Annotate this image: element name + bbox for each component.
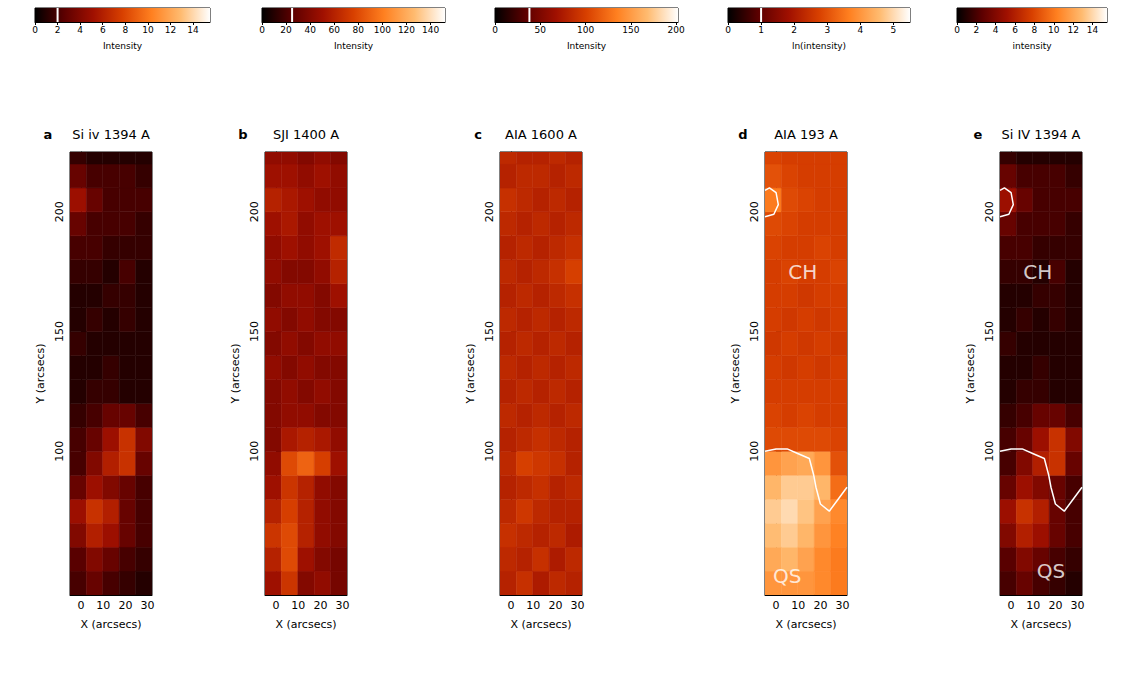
svg-text:100: 100 xyxy=(483,441,496,462)
svg-text:30: 30 xyxy=(571,599,585,612)
svg-text:40: 40 xyxy=(304,25,316,35)
svg-text:0: 0 xyxy=(1008,599,1015,612)
svg-text:6: 6 xyxy=(1012,25,1018,35)
svg-text:4: 4 xyxy=(77,25,83,35)
svg-text:1: 1 xyxy=(758,25,764,35)
svg-text:b: b xyxy=(238,127,247,142)
svg-text:20: 20 xyxy=(813,599,827,612)
svg-text:200: 200 xyxy=(983,201,996,222)
svg-text:10: 10 xyxy=(526,599,540,612)
svg-text:10: 10 xyxy=(291,599,305,612)
svg-text:200: 200 xyxy=(53,201,66,222)
svg-text:12: 12 xyxy=(1067,25,1078,35)
svg-text:10: 10 xyxy=(1026,599,1040,612)
svg-text:200: 200 xyxy=(483,201,496,222)
svg-text:150: 150 xyxy=(248,321,261,342)
svg-text:AIA 193 A: AIA 193 A xyxy=(774,127,838,142)
svg-text:4: 4 xyxy=(993,25,999,35)
svg-text:2: 2 xyxy=(791,25,797,35)
svg-text:2: 2 xyxy=(973,25,979,35)
svg-text:Intensity: Intensity xyxy=(334,41,374,51)
svg-text:Y (arcsecs): Y (arcsecs) xyxy=(964,343,977,404)
svg-text:100: 100 xyxy=(577,25,594,35)
svg-text:200: 200 xyxy=(748,201,761,222)
svg-text:Y (arcsecs): Y (arcsecs) xyxy=(464,343,477,404)
svg-text:Y (arcsecs): Y (arcsecs) xyxy=(229,343,242,404)
svg-text:100: 100 xyxy=(748,441,761,462)
svg-text:0: 0 xyxy=(273,599,280,612)
svg-text:intensity: intensity xyxy=(1012,41,1052,51)
svg-text:100: 100 xyxy=(374,25,391,35)
svg-text:8: 8 xyxy=(1032,25,1038,35)
svg-text:100: 100 xyxy=(983,441,996,462)
svg-text:20: 20 xyxy=(1048,599,1062,612)
svg-text:X (arcsecs): X (arcsecs) xyxy=(511,618,572,631)
svg-text:10: 10 xyxy=(96,599,110,612)
svg-text:12: 12 xyxy=(165,25,176,35)
svg-text:100: 100 xyxy=(248,441,261,462)
svg-text:CH: CH xyxy=(1023,260,1052,284)
svg-text:e: e xyxy=(974,127,983,142)
svg-text:10: 10 xyxy=(142,25,154,35)
svg-text:100: 100 xyxy=(53,441,66,462)
svg-text:X (arcsecs): X (arcsecs) xyxy=(1011,618,1072,631)
svg-text:14: 14 xyxy=(187,25,199,35)
svg-text:0: 0 xyxy=(773,599,780,612)
svg-text:150: 150 xyxy=(748,321,761,342)
svg-text:0: 0 xyxy=(32,25,38,35)
svg-text:Intensity: Intensity xyxy=(103,41,143,51)
svg-text:200: 200 xyxy=(668,25,685,35)
svg-text:20: 20 xyxy=(548,599,562,612)
svg-text:X (arcsecs): X (arcsecs) xyxy=(776,618,837,631)
svg-text:AIA 1600 A: AIA 1600 A xyxy=(505,127,577,142)
svg-text:2: 2 xyxy=(55,25,61,35)
svg-text:Y (arcsecs): Y (arcsecs) xyxy=(34,343,47,404)
svg-text:0: 0 xyxy=(954,25,960,35)
svg-text:50: 50 xyxy=(535,25,547,35)
svg-text:Si iv 1394 A: Si iv 1394 A xyxy=(72,127,150,142)
svg-text:200: 200 xyxy=(248,201,261,222)
svg-text:0: 0 xyxy=(259,25,265,35)
svg-text:Y (arcsecs): Y (arcsecs) xyxy=(729,343,742,404)
svg-text:QS: QS xyxy=(1037,559,1065,583)
svg-text:30: 30 xyxy=(141,599,155,612)
svg-text:X (arcsecs): X (arcsecs) xyxy=(81,618,142,631)
svg-text:CH: CH xyxy=(788,260,817,284)
svg-text:60: 60 xyxy=(329,25,341,35)
svg-text:20: 20 xyxy=(313,599,327,612)
svg-text:3: 3 xyxy=(824,25,830,35)
svg-text:4: 4 xyxy=(857,25,863,35)
svg-text:X (arcsecs): X (arcsecs) xyxy=(276,618,337,631)
svg-text:150: 150 xyxy=(983,321,996,342)
svg-text:20: 20 xyxy=(118,599,132,612)
svg-text:QS: QS xyxy=(773,564,801,588)
svg-text:150: 150 xyxy=(53,321,66,342)
svg-text:14: 14 xyxy=(1087,25,1099,35)
svg-text:a: a xyxy=(44,127,53,142)
svg-text:0: 0 xyxy=(508,599,515,612)
svg-text:30: 30 xyxy=(1071,599,1085,612)
svg-text:0: 0 xyxy=(725,25,731,35)
svg-text:20: 20 xyxy=(280,25,292,35)
svg-text:80: 80 xyxy=(353,25,365,35)
svg-text:8: 8 xyxy=(122,25,128,35)
svg-text:6: 6 xyxy=(100,25,106,35)
svg-text:140: 140 xyxy=(422,25,439,35)
svg-text:30: 30 xyxy=(836,599,850,612)
svg-text:Si IV 1394 A: Si IV 1394 A xyxy=(1002,127,1081,142)
svg-text:150: 150 xyxy=(622,25,639,35)
svg-text:0: 0 xyxy=(492,25,498,35)
svg-text:ln(intensity): ln(intensity) xyxy=(792,41,846,51)
svg-text:120: 120 xyxy=(398,25,415,35)
svg-text:10: 10 xyxy=(1048,25,1060,35)
svg-text:5: 5 xyxy=(891,25,897,35)
svg-text:SJI 1400 A: SJI 1400 A xyxy=(273,127,339,142)
svg-text:150: 150 xyxy=(483,321,496,342)
svg-text:Intensity: Intensity xyxy=(567,41,607,51)
svg-text:30: 30 xyxy=(336,599,350,612)
svg-text:0: 0 xyxy=(78,599,85,612)
svg-text:d: d xyxy=(738,127,747,142)
svg-text:10: 10 xyxy=(791,599,805,612)
svg-text:c: c xyxy=(474,127,482,142)
